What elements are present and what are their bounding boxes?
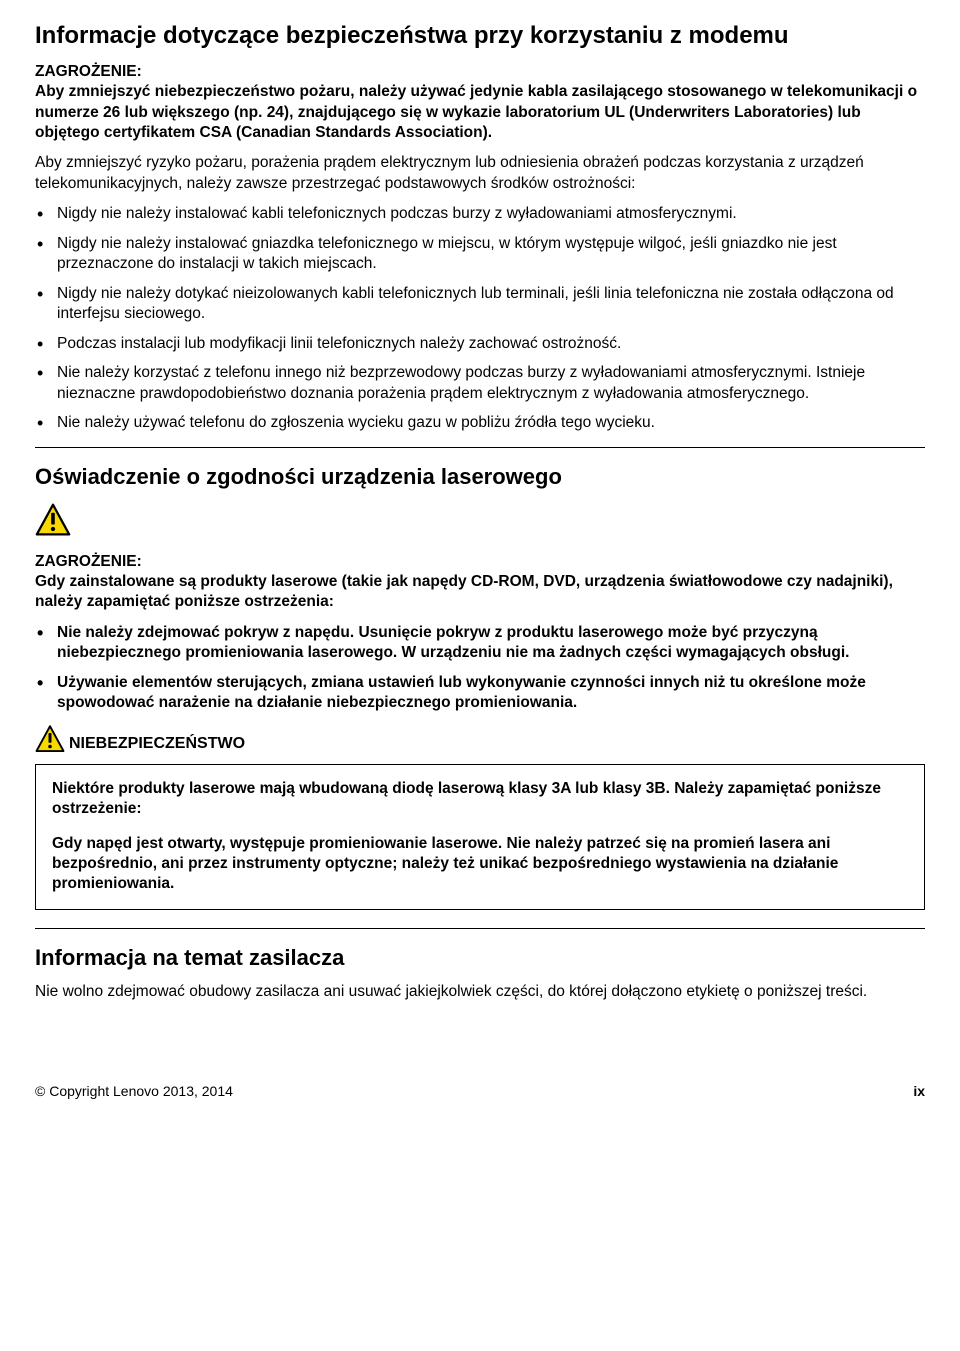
danger-label: ZAGROŻENIE: [35, 63, 142, 80]
warning-box: Niektóre produkty laserowe mają wbudowan… [35, 764, 925, 910]
section1-danger: ZAGROŻENIE: Aby zmniejszyć niebezpieczeń… [35, 62, 925, 144]
section2-title: Oświadczenie o zgodności urządzenia lase… [35, 462, 925, 491]
danger-inline: NIEBEZPIECZEŃSTWO [35, 724, 925, 754]
section1-intro: Aby zmniejszyć ryzyko pożaru, porażenia … [35, 153, 925, 194]
list-item: Nigdy nie należy instalować kabli telefo… [35, 204, 925, 224]
danger-text: Aby zmniejszyć niebezpieczeństwo pożaru,… [35, 83, 917, 141]
list-item: Używanie elementów sterujących, zmiana u… [35, 673, 925, 714]
divider [35, 447, 925, 448]
danger-text: Gdy zainstalowane są produkty laserowe (… [35, 573, 893, 610]
box-text-2: Gdy napęd jest otwarty, występuje promie… [52, 834, 908, 895]
page-number: ix [913, 1082, 925, 1100]
list-item: Nie należy używać telefonu do zgłoszenia… [35, 413, 925, 433]
section3-title: Informacja na temat zasilacza [35, 943, 925, 972]
page-footer: © Copyright Lenovo 2013, 2014 ix [35, 1082, 925, 1100]
divider [35, 928, 925, 929]
danger-label: ZAGROŻENIE: [35, 553, 142, 570]
list-item: Nigdy nie należy dotykać nieizolowanych … [35, 284, 925, 325]
copyright-text: © Copyright Lenovo 2013, 2014 [35, 1082, 233, 1100]
list-item: Nigdy nie należy instalować gniazdka tel… [35, 234, 925, 275]
warning-icon [35, 502, 925, 538]
list-item: Nie należy zdejmować pokryw z napędu. Us… [35, 623, 925, 664]
section1-bullet-list: Nigdy nie należy instalować kabli telefo… [35, 204, 925, 433]
section3-text: Nie wolno zdejmować obudowy zasilacza an… [35, 982, 925, 1002]
section2-danger: ZAGROŻENIE: Gdy zainstalowane są produkt… [35, 552, 925, 613]
warning-icon [35, 724, 65, 754]
box-text-1: Niektóre produkty laserowe mają wbudowan… [52, 779, 908, 820]
danger2-label: NIEBEZPIECZEŃSTWO [69, 733, 245, 754]
section1-title: Informacje dotyczące bezpieczeństwa przy… [35, 20, 925, 52]
section2-bullet-list: Nie należy zdejmować pokryw z napędu. Us… [35, 623, 925, 714]
list-item: Podczas instalacji lub modyfikacji linii… [35, 334, 925, 354]
list-item: Nie należy korzystać z telefonu innego n… [35, 363, 925, 404]
